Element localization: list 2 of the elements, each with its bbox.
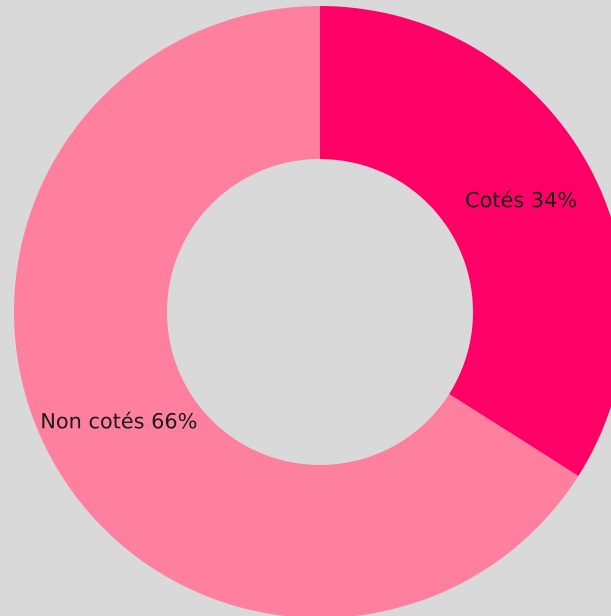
slice-label: Cotés 34% <box>466 190 576 208</box>
slice-label: Non cotés 66% <box>42 412 196 429</box>
